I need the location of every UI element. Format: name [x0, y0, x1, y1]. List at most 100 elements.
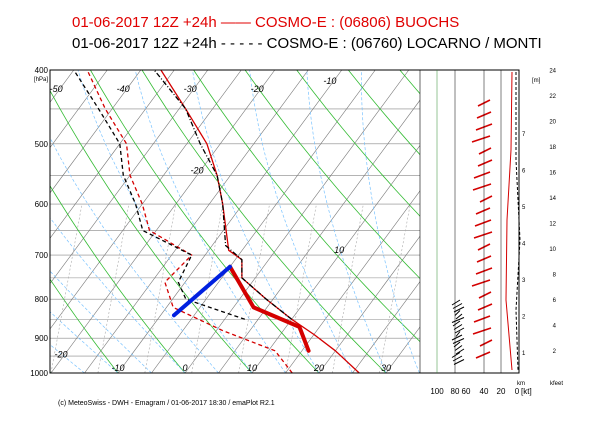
moist-adiabat — [361, 70, 420, 373]
wind-barb — [473, 171, 491, 179]
isotherm-label: -10 — [323, 76, 336, 86]
km-tick-label: 4 — [522, 242, 526, 248]
kfeet-axis-label: kfeet — [550, 381, 563, 387]
series-line-buochs-temperature — [160, 70, 360, 373]
wind-barbs — [451, 71, 521, 371]
km-axis-label: km — [517, 381, 525, 387]
header-line-1: 01-06-2017 12Z +24h —— COSMO-E : (06806)… — [72, 14, 459, 31]
wind-barb — [478, 147, 492, 155]
wind-barb-black — [451, 299, 461, 306]
wind-barb — [479, 195, 493, 203]
dry-adiabat — [399, 70, 420, 95]
moist-adiabat — [50, 217, 186, 373]
wind-barb-black — [455, 348, 465, 355]
isotherm-line — [117, 70, 343, 373]
dry-adiabat — [193, 70, 420, 343]
km-tick-label: 2 — [522, 315, 526, 321]
isotherm-line — [50, 70, 242, 330]
kfeet-tick-label: 8 — [553, 273, 557, 279]
wind-barb — [475, 351, 491, 359]
wind-barb — [471, 279, 491, 287]
y-tick-label: 800 — [35, 295, 49, 304]
wind-axis-tick: 60 — [462, 387, 471, 396]
wind-barb-black — [452, 355, 463, 362]
wind-barb-black — [451, 334, 463, 341]
moist-adiabat — [50, 270, 152, 373]
wind-barb-black — [452, 320, 461, 327]
series-line-locarno-monti-dewpoint — [73, 70, 246, 320]
isotherm-line — [84, 70, 309, 373]
series-lines — [73, 70, 360, 373]
y-tick-label: 1000 — [30, 369, 48, 378]
isotherm-label: 0 — [182, 363, 187, 373]
moist-adiabat — [0, 70, 18, 373]
isotherm-label: 30 — [381, 363, 391, 373]
dry-adiabat — [347, 70, 420, 156]
header-line-2: 01-06-2017 12Z +24h - - - - - COSMO-E : … — [72, 35, 542, 52]
moist-adiabat — [77, 70, 253, 373]
isotherm-label: -20 — [251, 84, 264, 94]
height-profile-red — [505, 71, 513, 371]
dry-adiabat — [296, 70, 420, 217]
km-tick-label: 3 — [522, 278, 526, 284]
kfeet-tick-label: 16 — [549, 171, 556, 177]
mixing-ratio-line — [144, 204, 177, 373]
dry-adiabat — [50, 278, 119, 373]
mixing-ratio-line — [50, 204, 83, 373]
moist-adiabat — [50, 371, 52, 373]
moist-adiabat — [134, 70, 286, 373]
footer-credit: (c) MeteoSwiss - DWH - Emagram / 01-06-2… — [58, 400, 275, 407]
isotherm-line — [151, 70, 376, 373]
kfeet-tick-label: 18 — [549, 145, 556, 151]
dry-adiabat — [141, 70, 387, 373]
isotherm-line — [50, 70, 108, 149]
wind-barb-black — [453, 359, 465, 365]
isotherm-line — [0, 70, 7, 373]
y-tick-label: 900 — [35, 334, 49, 343]
isotherm-line — [419, 371, 420, 373]
series-line-parcel-dry-parcel — [228, 264, 311, 353]
wind-barb-black — [451, 317, 465, 323]
dry-adiabat — [555, 70, 600, 373]
isotherm-line — [385, 326, 420, 373]
isotherm-label: 10 — [247, 363, 257, 373]
wind-barb-black — [454, 327, 465, 334]
wind-barb — [472, 327, 492, 335]
kfeet-tick-label: 10 — [549, 247, 556, 253]
isotherm-line — [352, 281, 420, 373]
series-line-locarno-monti-temperature — [153, 70, 293, 320]
wind-barb — [478, 291, 492, 299]
moist-adiabat — [50, 311, 119, 373]
grid-lines — [0, 70, 600, 373]
kfeet-tick-label: 4 — [553, 324, 557, 330]
isotherm-label: -10 — [111, 363, 124, 373]
wind-barb — [477, 303, 493, 311]
mixing-ratio-line — [332, 204, 364, 373]
isotherm-label: -30 — [184, 84, 197, 94]
wind-axis-tick: 20 — [497, 387, 506, 396]
wind-barb — [472, 183, 492, 191]
wind-axis-tick: 80 — [451, 387, 460, 396]
isotherm-line — [218, 99, 420, 373]
y-tick-label: 700 — [35, 251, 49, 260]
isotherm-line — [50, 70, 276, 373]
wind-axis-tick: 0 — [515, 387, 520, 396]
y-tick-label: 600 — [35, 200, 49, 209]
isotherm-label: -20 — [191, 165, 204, 175]
wind-barb-black — [454, 345, 463, 351]
isotherm-line — [285, 190, 420, 373]
isotherm-line — [318, 235, 420, 373]
wind-barb-black — [455, 313, 463, 320]
y-tick-label: 500 — [35, 140, 49, 149]
mixing-ratio-line — [97, 204, 130, 373]
wind-barb-black — [452, 303, 463, 309]
isotherm-line — [50, 70, 175, 239]
isotherm-label: 20 — [313, 363, 324, 373]
wind-barb-black — [453, 306, 465, 313]
plot-frame — [49, 69, 520, 374]
kfeet-tick-label: 12 — [549, 222, 556, 228]
isotherm-label: -50 — [50, 84, 63, 94]
kfeet-tick-label: 2 — [553, 349, 557, 355]
